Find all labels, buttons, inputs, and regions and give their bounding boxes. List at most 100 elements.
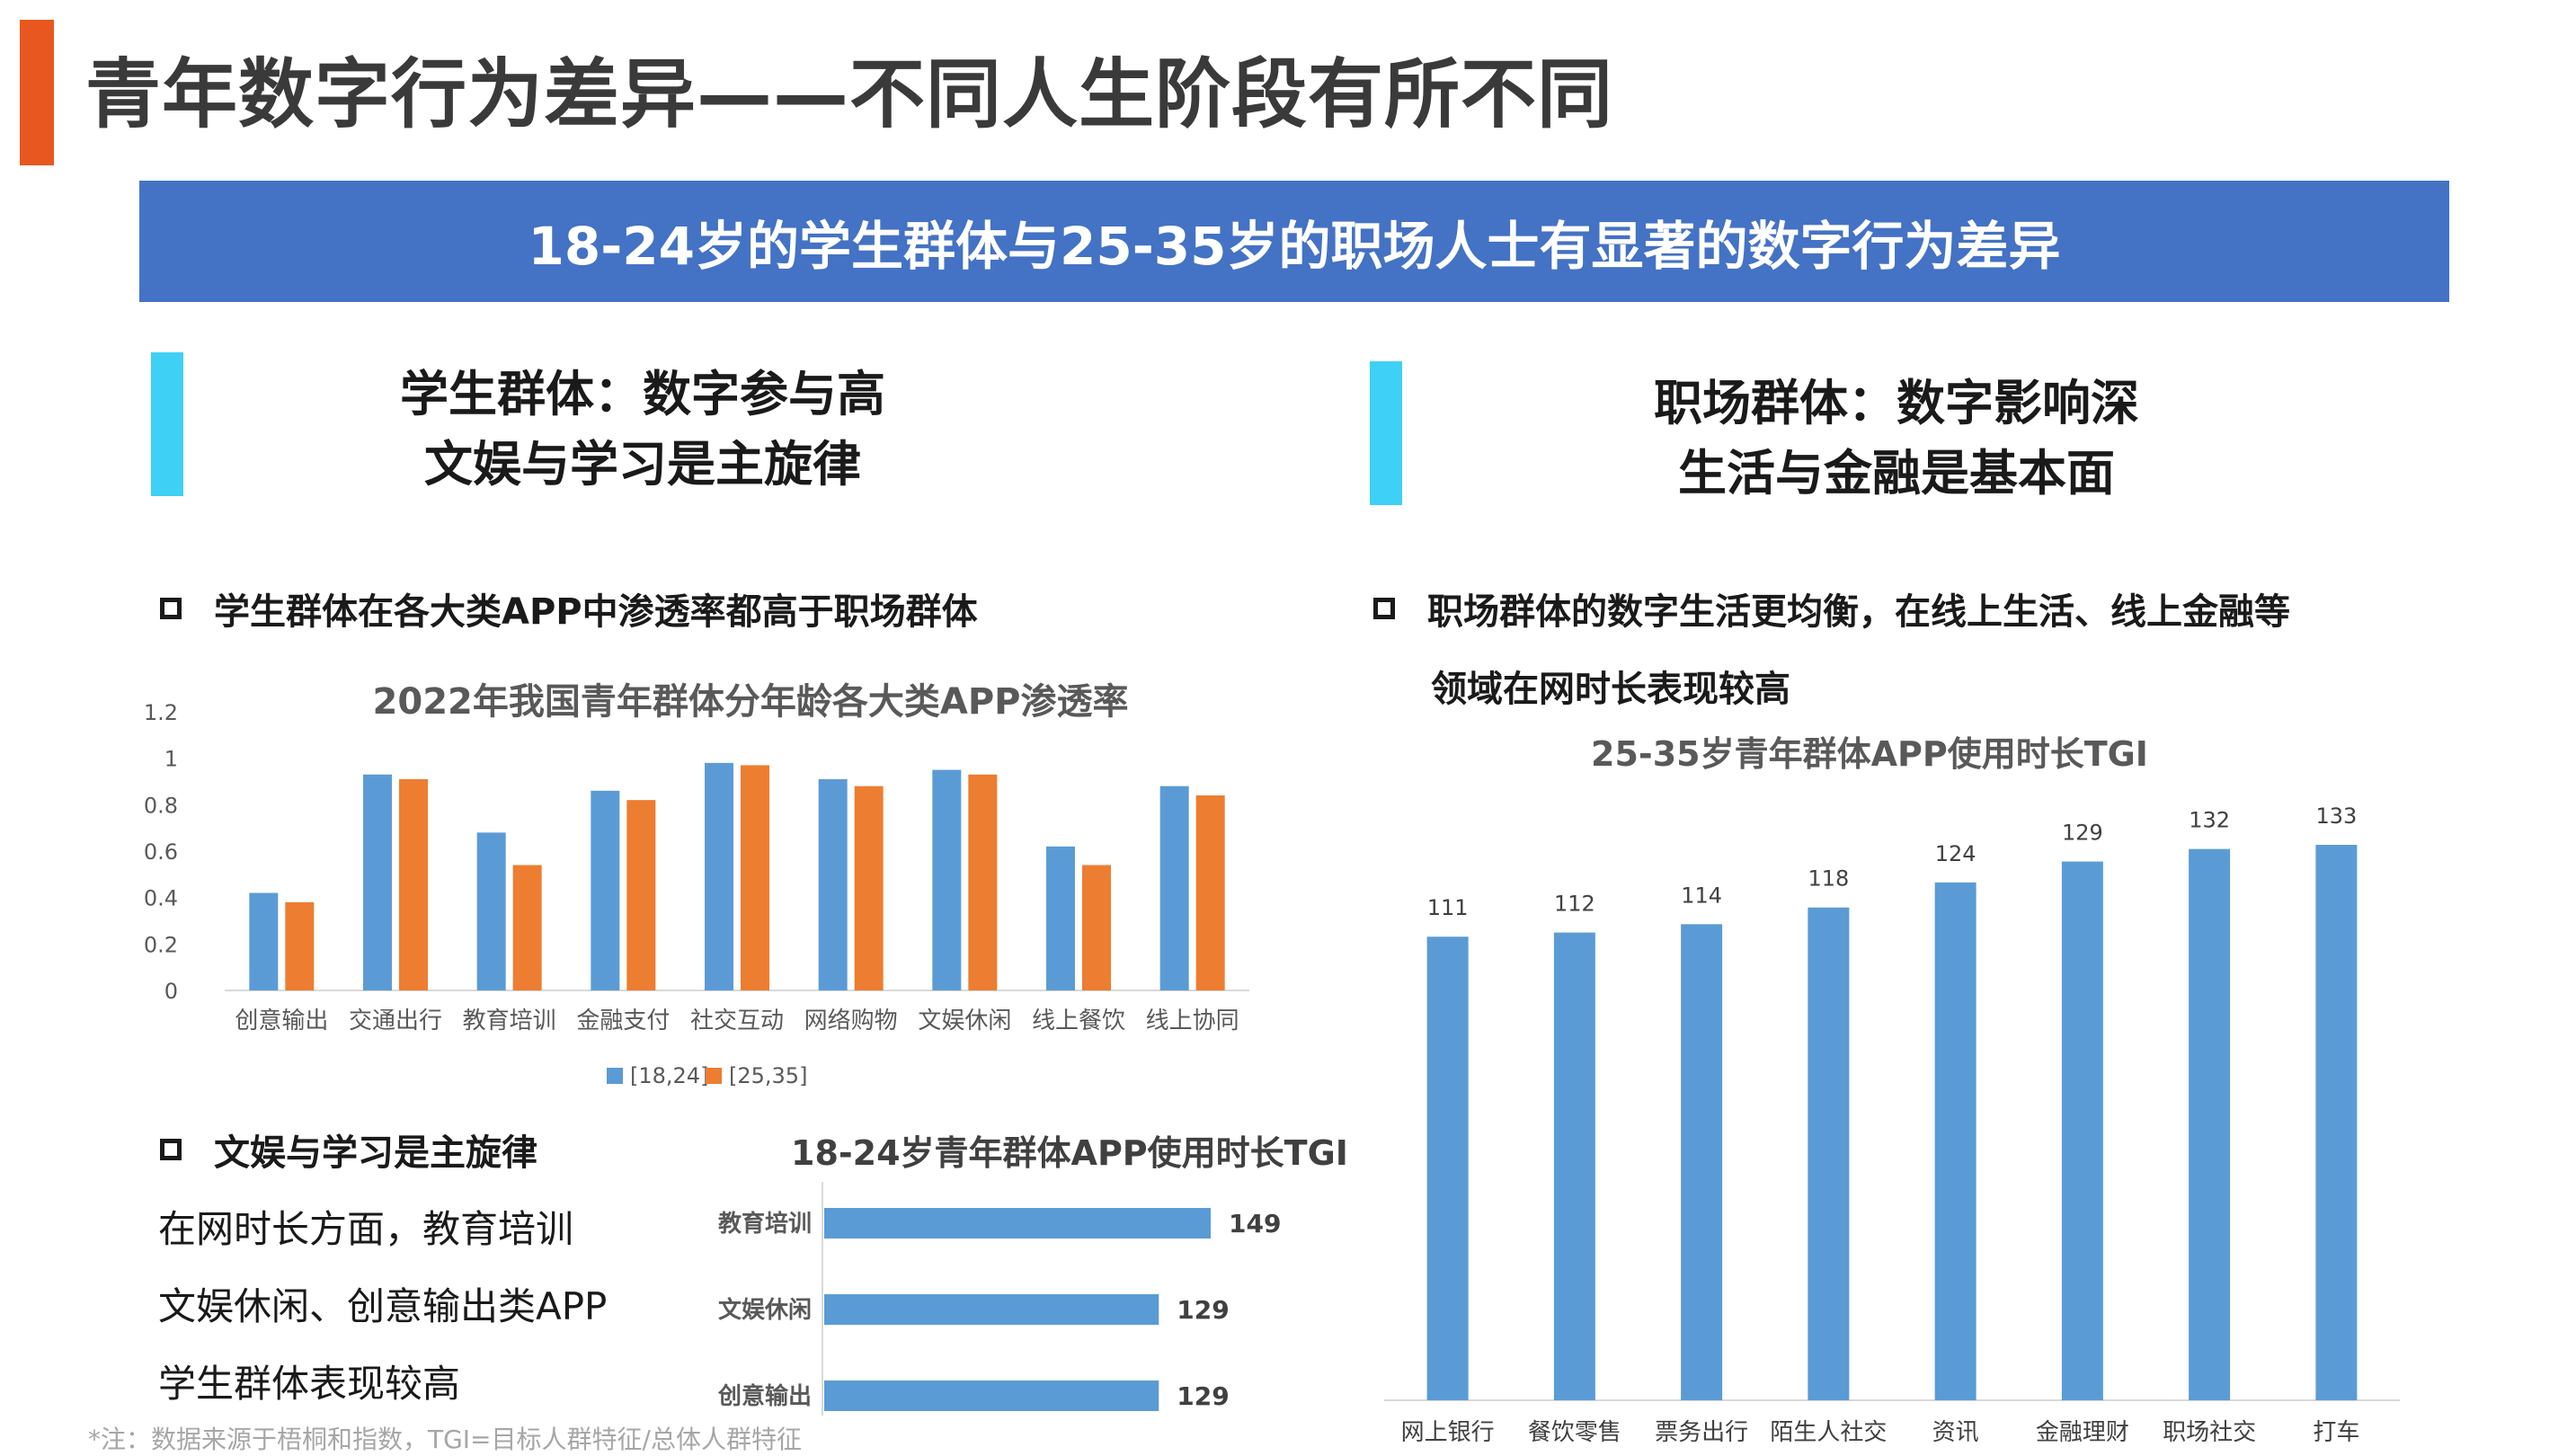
- x-tick-label: 文娱休闲: [918, 1008, 1011, 1034]
- left-heading-line1: 学生群体：数字参与高: [400, 366, 885, 422]
- x-tick-label: 金融理财: [2036, 1419, 2129, 1446]
- bar-series1: [705, 762, 733, 990]
- x-tick-label: 餐饮零售: [1528, 1419, 1621, 1446]
- tgi-bar: [2315, 845, 2358, 1400]
- tgi-bar: [1426, 937, 1469, 1400]
- worker-tgi-bar-chart: 111 网上银行 112 餐饮零售 114 票务出行 118 陌生人社交 124 资讯 129 金融理…: [1384, 803, 2400, 1446]
- banner-text: 18-24岁的学生群体与25-35岁的职场人士有显著的数字行为差异: [528, 215, 2061, 277]
- data-label: 111: [1427, 895, 1469, 920]
- x-tick-label: 网络购物: [804, 1008, 898, 1034]
- tgi-bar: [824, 1294, 1159, 1325]
- tgi-bar: [1681, 924, 1723, 1400]
- data-label: 132: [2189, 808, 2230, 833]
- chart2-title: 18-24岁青年群体APP使用时长TGI: [791, 1133, 1348, 1173]
- data-label: 129: [2062, 821, 2103, 846]
- tgi-bar: [1808, 907, 1850, 1400]
- y-tick-label: 1: [164, 747, 178, 772]
- tgi-bar: [824, 1381, 1159, 1411]
- title-accent-bar: [20, 20, 54, 165]
- x-tick-label: 陌生人社交: [1770, 1419, 1887, 1446]
- y-tick-label: 0: [164, 979, 178, 1004]
- left-body-line1: 在网时长方面，教育培训: [158, 1207, 574, 1251]
- y-tick-label: 1.2: [144, 700, 178, 725]
- data-label: 124: [1935, 841, 1976, 866]
- bar-series1: [363, 774, 392, 990]
- bar-series1: [932, 769, 962, 990]
- right-bullet-line2-wrap: 领域在网时长表现较高: [1431, 660, 1790, 712]
- left-side-bar: [151, 352, 183, 496]
- left-body-line3: 学生群体表现较高: [158, 1362, 461, 1406]
- left-bullet-1: 学生群体在各大类APP中渗透率都高于职场群体: [160, 582, 978, 635]
- y-tick-label: 0.4: [144, 886, 178, 911]
- tgi-bar: [2061, 861, 2103, 1400]
- left-bullet-2-text: 文娱与学习是主旋律: [214, 1132, 537, 1174]
- x-tick-label: 网上银行: [1401, 1419, 1495, 1446]
- x-tick-label: 交通出行: [349, 1008, 442, 1034]
- bar-series1: [591, 790, 620, 990]
- y-tick-label: 0.2: [144, 932, 178, 957]
- tgi-bar: [824, 1208, 1211, 1238]
- bar-series2: [399, 778, 428, 990]
- left-heading-line2: 文娱与学习是主旋律: [424, 436, 861, 493]
- tgi-bar: [1553, 932, 1595, 1400]
- tgi-bar: [2189, 848, 2231, 1400]
- bar-series2: [968, 774, 998, 990]
- bar-series2: [741, 765, 769, 990]
- data-label: 129: [1177, 1295, 1229, 1325]
- x-tick-label: 资讯: [1932, 1419, 1979, 1446]
- square-bullet-icon: [160, 1139, 182, 1160]
- square-bullet-icon: [1373, 598, 1395, 619]
- legend-label: [25,35]: [729, 1063, 807, 1088]
- y-tick-label: 0.6: [144, 839, 178, 865]
- right-heading: 职场群体：数字影响深 生活与金融是基本面: [1510, 368, 2283, 509]
- x-tick-label: 线上餐饮: [1032, 1008, 1125, 1034]
- bar-series1: [1159, 786, 1189, 990]
- legend-label: [18,24]: [630, 1063, 708, 1088]
- bar-series1: [476, 832, 506, 990]
- chart3-title: 25-35岁青年群体APP使用时长TGI: [1591, 734, 2148, 774]
- student-tgi-bar-chart: 教育培训 149 文娱休闲 129 创意输出 129: [717, 1182, 1281, 1416]
- chart1-title: 2022年我国青年群体分年龄各大类APP渗透率: [372, 681, 1129, 723]
- x-tick-label: 社交互动: [690, 1008, 784, 1034]
- bar-series2: [285, 901, 315, 990]
- legend-swatch: [607, 1068, 623, 1084]
- right-bullet: 职场群体的数字生活更均衡，在线上生活、线上金融等: [1373, 582, 2290, 635]
- left-bullet-1-text: 学生群体在各大类APP中渗透率都高于职场群体: [214, 591, 978, 633]
- bar-series2: [854, 786, 884, 990]
- x-tick-label: 职场社交: [2163, 1419, 2256, 1446]
- right-side-bar: [1370, 361, 1402, 505]
- data-label: 112: [1554, 892, 1595, 917]
- penetration-bar-chart: 0 0.2 0.4 0.6 0.8 1 1.2 创意输出 交通出行 教育培训 金融支付 社交互动 网络购…: [144, 700, 1249, 1088]
- bar-series2: [1082, 865, 1111, 990]
- square-bullet-icon: [160, 598, 182, 619]
- footnote: *注：数据来源于梧桐和指数，TGI=目标人群特征/总体人群特征: [88, 1425, 802, 1454]
- tgi-bar: [1934, 882, 1976, 1400]
- x-tick-label: 线上协同: [1146, 1008, 1239, 1034]
- category-label: 教育培训: [718, 1210, 812, 1238]
- bar-series1: [818, 778, 848, 990]
- bar-series2: [1195, 795, 1225, 990]
- left-heading: 学生群体：数字参与高 文娱与学习是主旋律: [270, 360, 1016, 500]
- category-label: 文娱休闲: [718, 1296, 812, 1324]
- data-label: 149: [1229, 1209, 1281, 1238]
- right-bullet-line1: 职场群体的数字生活更均衡，在线上生活、线上金融等: [1427, 591, 2290, 633]
- right-heading-line1: 职场群体：数字影响深: [1654, 375, 2139, 431]
- bar-series2: [626, 800, 656, 990]
- right-heading-line2: 生活与金融是基本面: [1678, 445, 2115, 502]
- page-title: 青年数字行为差异——不同人生阶段有所不同: [85, 50, 1614, 138]
- left-body-line2: 文娱休闲、创意输出类APP: [158, 1284, 608, 1328]
- banner: 18-24岁的学生群体与25-35岁的职场人士有显著的数字行为差异: [139, 181, 2449, 302]
- x-tick-label: 票务出行: [1655, 1419, 1748, 1446]
- right-bullet-line2: 领域在网时长表现较高: [1431, 669, 1790, 710]
- category-label: 创意输出: [717, 1382, 812, 1410]
- x-tick-label: 创意输出: [235, 1008, 328, 1034]
- legend-swatch: [706, 1068, 722, 1084]
- left-bullet-2: 文娱与学习是主旋律: [160, 1123, 537, 1176]
- bar-series1: [249, 892, 279, 990]
- data-label: 133: [2315, 803, 2357, 829]
- bar-series1: [1046, 846, 1075, 990]
- y-tick-label: 0.8: [144, 793, 178, 818]
- x-tick-label: 教育培训: [463, 1008, 556, 1034]
- x-tick-label: 金融支付: [576, 1008, 670, 1034]
- data-label: 114: [1681, 883, 1722, 908]
